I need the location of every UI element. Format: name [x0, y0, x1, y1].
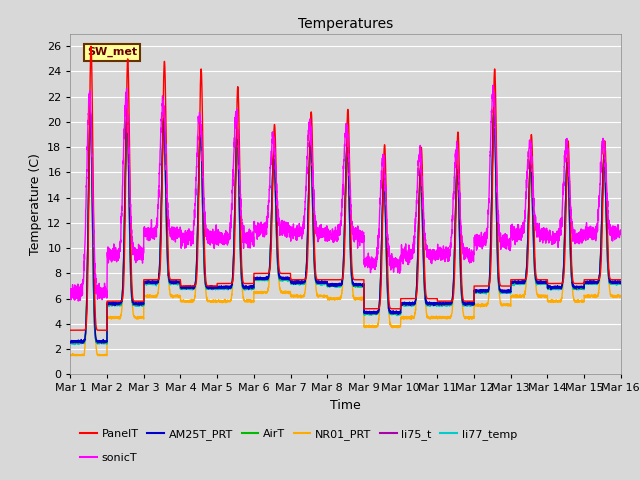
sonicT — [617, 231, 625, 237]
li77_temp — [500, 290, 508, 296]
AirT — [500, 289, 508, 295]
PanelT — [469, 298, 477, 304]
AM25T_PRT — [79, 340, 86, 346]
sonicT — [500, 237, 508, 242]
PanelT — [617, 277, 625, 283]
sonicT — [489, 82, 497, 88]
X-axis label: Time: Time — [330, 399, 361, 412]
li77_temp — [617, 281, 625, 287]
AirT — [617, 281, 625, 287]
li75_t — [438, 300, 446, 306]
li77_temp — [490, 108, 498, 113]
li77_temp — [469, 302, 477, 308]
sonicT — [438, 249, 446, 255]
Line: NR01_PRT: NR01_PRT — [70, 118, 621, 356]
PanelT — [438, 298, 446, 304]
AM25T_PRT — [438, 300, 446, 306]
AirT — [616, 281, 624, 287]
PanelT — [325, 277, 333, 283]
sonicT — [469, 254, 477, 260]
AM25T_PRT — [490, 105, 498, 111]
AM25T_PRT — [67, 340, 74, 346]
Legend: sonicT: sonicT — [76, 448, 141, 467]
PanelT — [87, 43, 95, 49]
AM25T_PRT — [325, 282, 333, 288]
AM25T_PRT — [500, 288, 508, 294]
li75_t — [490, 105, 498, 111]
sonicT — [67, 290, 74, 296]
NR01_PRT — [469, 315, 477, 321]
PanelT — [616, 277, 624, 283]
NR01_PRT — [500, 302, 508, 308]
li75_t — [616, 279, 624, 285]
AirT — [490, 109, 498, 115]
AirT — [67, 340, 74, 346]
AM25T_PRT — [469, 300, 477, 306]
PanelT — [166, 274, 173, 279]
NR01_PRT — [325, 295, 333, 301]
li75_t — [166, 278, 173, 284]
Line: li75_t: li75_t — [70, 108, 621, 343]
li75_t — [325, 282, 333, 288]
li77_temp — [166, 281, 173, 287]
Line: PanelT: PanelT — [70, 46, 621, 330]
sonicT — [616, 230, 624, 236]
sonicT — [74, 298, 82, 304]
li75_t — [469, 300, 477, 306]
sonicT — [325, 238, 333, 243]
AirT — [438, 302, 446, 308]
li77_temp — [616, 280, 624, 286]
Text: SW_met: SW_met — [87, 47, 137, 57]
li75_t — [617, 279, 625, 285]
li77_temp — [438, 302, 446, 308]
li77_temp — [325, 284, 333, 289]
PanelT — [500, 283, 508, 289]
NR01_PRT — [438, 315, 446, 321]
Line: sonicT: sonicT — [70, 85, 621, 301]
NR01_PRT — [490, 115, 498, 121]
sonicT — [166, 228, 173, 233]
AirT — [166, 279, 173, 285]
li75_t — [67, 339, 74, 345]
Y-axis label: Temperature (C): Temperature (C) — [29, 153, 42, 255]
NR01_PRT — [616, 293, 624, 299]
li75_t — [500, 288, 508, 293]
NR01_PRT — [617, 293, 625, 299]
Line: li77_temp: li77_temp — [70, 110, 621, 345]
li77_temp — [71, 342, 79, 348]
AM25T_PRT — [617, 279, 625, 285]
Line: AirT: AirT — [70, 112, 621, 343]
AM25T_PRT — [616, 279, 624, 285]
PanelT — [67, 327, 74, 333]
AirT — [469, 302, 477, 308]
AM25T_PRT — [166, 277, 173, 283]
li75_t — [70, 340, 77, 346]
li77_temp — [67, 339, 74, 345]
NR01_PRT — [166, 285, 173, 290]
Title: Temperatures: Temperatures — [298, 17, 393, 31]
Line: AM25T_PRT: AM25T_PRT — [70, 108, 621, 343]
AirT — [325, 283, 333, 289]
NR01_PRT — [67, 353, 74, 359]
